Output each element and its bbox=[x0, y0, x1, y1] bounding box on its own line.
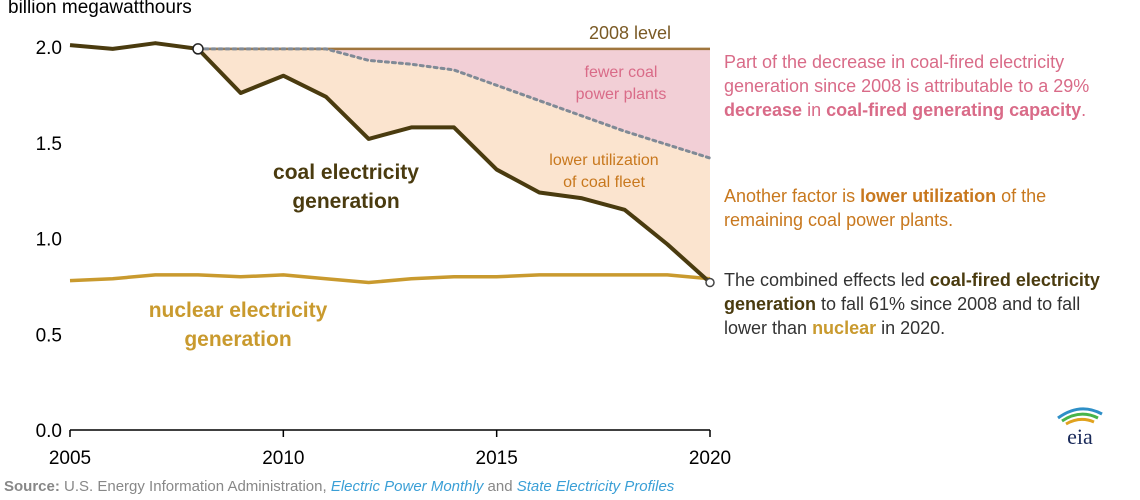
capacity-note-bold-capacity: coal-fired generating capacity bbox=[826, 100, 1082, 120]
y-tick-label: 1.5 bbox=[36, 134, 62, 155]
x-tick-label: 2010 bbox=[262, 448, 304, 469]
series-line-capacity-adjusted bbox=[196, 47, 712, 160]
y-tick-label: 0.0 bbox=[36, 421, 62, 442]
x-tick-label: 2020 bbox=[689, 448, 731, 469]
x-tick-label: 2015 bbox=[476, 448, 518, 469]
utilization-note: Another factor is lower utilization of t… bbox=[724, 184, 1124, 232]
eia-logo-text: eia bbox=[1067, 424, 1093, 449]
combined-note-bold-coal: coal-fired electricity generation bbox=[724, 270, 1100, 314]
region-label-fewer-plants: power plants bbox=[576, 86, 667, 103]
source-label: Source: bbox=[4, 478, 60, 495]
capacity-note-text-2: in bbox=[802, 100, 827, 120]
series-label-nuclear: generation bbox=[184, 328, 291, 351]
reference-line-label: 2008 level bbox=[589, 23, 671, 43]
source-line: Source: U.S. Energy Information Administ… bbox=[4, 478, 674, 495]
source-link-electric-power-monthly[interactable]: Electric Power Monthly bbox=[330, 478, 484, 495]
capacity-note-text-3: . bbox=[1081, 100, 1087, 120]
combined-note-text-2: to fall 61% since 2008 and to fall lower… bbox=[724, 294, 1081, 338]
capacity-note-text-1: Part of the decrease in coal-fired elect… bbox=[724, 52, 1090, 96]
series-label-coal: coal electricity bbox=[273, 161, 419, 184]
source-text-1: U.S. Energy Information Administration, bbox=[59, 478, 331, 495]
eia-logo: eia bbox=[1057, 407, 1103, 449]
combined-note-text-1: The combined effects led bbox=[724, 270, 930, 290]
capacity-note-bold-decrease: decrease bbox=[724, 100, 803, 120]
y-axis-title: billion megawatthours bbox=[8, 0, 192, 18]
source-text-2: and bbox=[483, 478, 517, 495]
combined-note-text-3: in 2020. bbox=[876, 318, 946, 338]
y-tick-label: 1.0 bbox=[36, 230, 62, 251]
fewer-plants-area bbox=[198, 48, 710, 159]
source-link-state-electricity-profiles[interactable]: State Electricity Profiles bbox=[516, 478, 675, 495]
lower-utilization-area bbox=[198, 48, 710, 283]
region-label-lower-utilization: lower utilization bbox=[549, 152, 658, 169]
y-tick-label: 2.0 bbox=[36, 38, 62, 59]
series-line-coal bbox=[69, 41, 712, 285]
series-line-nuclear bbox=[69, 273, 711, 285]
region-label-lower-utilization: of coal fleet bbox=[563, 174, 645, 191]
x-tick-label: 2005 bbox=[49, 448, 91, 469]
utilization-note-text-1: Another factor is bbox=[724, 186, 861, 206]
series-label-nuclear: nuclear electricity bbox=[149, 299, 328, 322]
utilization-note-bold: lower utilization bbox=[860, 186, 997, 206]
region-label-fewer-plants: fewer coal bbox=[585, 64, 658, 81]
combined-note: The combined effects led coal-fired elec… bbox=[724, 268, 1124, 340]
capacity-note: Part of the decrease in coal-fired elect… bbox=[724, 50, 1124, 122]
y-tick-label: 0.5 bbox=[36, 325, 62, 346]
series-label-coal: generation bbox=[292, 190, 399, 213]
point-marker-2008 bbox=[192, 43, 204, 55]
point-marker-2020 bbox=[705, 277, 715, 288]
combined-note-bold-nuclear: nuclear bbox=[812, 318, 877, 338]
utilization-note-text-2: of the remaining coal power plants. bbox=[724, 186, 1047, 230]
